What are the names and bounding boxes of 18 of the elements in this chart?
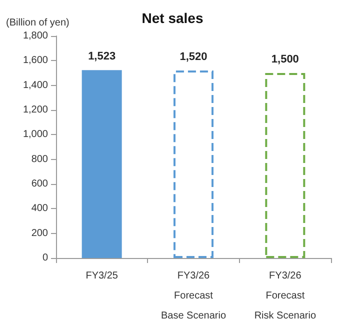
y-tick-label: 600	[31, 178, 48, 190]
x-tick-label: FY3/26 Forecast Risk Scenario	[254, 270, 316, 322]
data-label: 1,500	[271, 54, 299, 66]
y-tick-label: 400	[31, 203, 48, 214]
y-tick-label: 800	[31, 154, 48, 165]
y-tick-label: 1,000	[22, 129, 48, 140]
y-tick-label: 1,400	[22, 80, 48, 91]
x-tick-label: FY3/25	[86, 270, 118, 282]
x-tick-label: FY3/26 Forecast Base Scenario	[160, 270, 226, 322]
y-tick-label: 0	[42, 252, 48, 264]
y-tick-label: 1,200	[22, 104, 48, 116]
y-tick-label: 1,800	[22, 30, 48, 42]
chart-title: Net sales	[142, 10, 204, 26]
y-tick-label: 1,600	[22, 55, 48, 66]
data-label: 1,523	[88, 50, 116, 63]
y-tick-label: 200	[31, 228, 48, 239]
data-label: 1,520	[180, 51, 208, 64]
y-axis-title: (Billion of yen)	[6, 18, 70, 28]
